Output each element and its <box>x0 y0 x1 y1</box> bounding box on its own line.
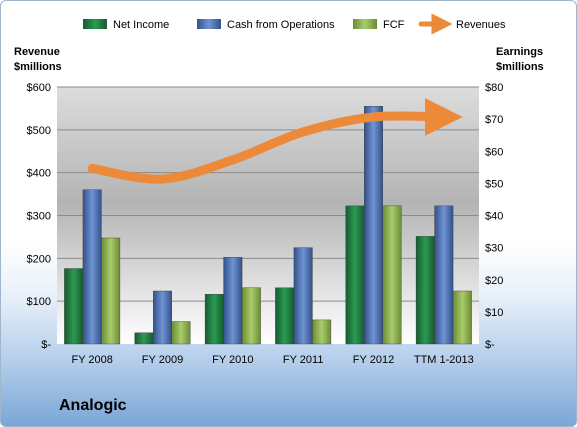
bar-fcf-ttm-1-2013 <box>452 290 472 345</box>
category-label: TTM 1-2013 <box>414 354 474 366</box>
right-tick-label: $60 <box>485 146 503 158</box>
legend-swatch-fcf <box>353 19 377 29</box>
left-tick-label: $100 <box>27 296 51 308</box>
right-tick-label: $20 <box>485 275 503 287</box>
left-tick-label: $300 <box>27 211 51 223</box>
bar-cash-from-operations-ttm-1-2013 <box>434 205 454 345</box>
right-tick-label: $10 <box>485 307 503 319</box>
bar-cash-from-operations-fy-2012 <box>364 106 383 345</box>
legend-label-fcf: FCF <box>383 19 405 31</box>
line-revenues <box>87 98 463 184</box>
left-tick-label: $- <box>41 339 51 351</box>
bar-net-income-fy-2011 <box>275 287 295 345</box>
category-axis: FY 2008 FY 2009 FY 2010 FY 2011 FY 2012 TTM 1… <box>71 354 473 366</box>
bars <box>64 106 472 345</box>
bar-fcf-fy-2010 <box>241 287 261 345</box>
revenue-line <box>87 98 463 184</box>
left-tick-label: $200 <box>27 253 51 265</box>
left-tick-label: $600 <box>27 82 51 94</box>
left-axis: $- $100 $200 $300 $400 $500 $600 <box>27 82 52 351</box>
bar-fcf-fy-2012 <box>382 205 402 345</box>
right-axis: $- $10 $20 $30 $40 $50 $60 $70 $80 <box>485 82 503 351</box>
bar-fcf-fy-2009 <box>171 321 191 345</box>
bar-cash-from-operations-fy-2010 <box>223 257 243 345</box>
left-axis-title-line-2: $millions <box>14 61 62 73</box>
bar-net-income-ttm-1-2013 <box>415 236 435 345</box>
right-tick-label: $70 <box>485 114 503 126</box>
left-tick-label: $400 <box>27 168 51 180</box>
category-label: FY 2011 <box>283 354 324 366</box>
legend-swatch-cash-from-operations <box>197 19 221 29</box>
right-tick-label: $- <box>485 339 495 351</box>
bar-net-income-fy-2010 <box>204 294 224 345</box>
legend-label-cash-from-operations: Cash from Operations <box>227 19 335 31</box>
right-tick-label: $80 <box>485 82 503 94</box>
bar-net-income-fy-2008 <box>64 268 84 345</box>
bar-net-income-fy-2009 <box>134 332 154 345</box>
category-label: FY 2009 <box>142 354 183 366</box>
right-tick-label: $50 <box>485 178 503 190</box>
right-tick-label: $40 <box>485 211 503 223</box>
grid <box>57 86 479 302</box>
right-axis-title-line-2: $millions <box>496 61 544 73</box>
bar-fcf-fy-2008 <box>101 237 121 345</box>
legend: Net Income Cash from Operations FCF Reve… <box>83 13 506 35</box>
right-tick-label: $30 <box>485 243 503 255</box>
bar-net-income-fy-2012 <box>345 205 365 345</box>
right-axis-title-line-1: Earnings <box>496 46 543 58</box>
legend-label-revenues: Revenues <box>456 19 506 31</box>
legend-label-net-income: Net Income <box>113 19 169 31</box>
bar-fcf-fy-2011 <box>312 319 332 345</box>
category-label: FY 2010 <box>212 354 253 366</box>
left-tick-label: $500 <box>27 125 51 137</box>
bar-cash-from-operations-fy-2009 <box>153 290 172 345</box>
bar-cash-from-operations-fy-2008 <box>82 189 102 345</box>
bar-cash-from-operations-fy-2011 <box>293 247 313 345</box>
left-axis-title-line-1: Revenue <box>14 46 60 58</box>
category-label: FY 2008 <box>71 354 112 366</box>
company-name: Analogic <box>59 397 127 414</box>
legend-swatch-net-income <box>83 19 107 29</box>
category-label: FY 2012 <box>353 354 394 366</box>
